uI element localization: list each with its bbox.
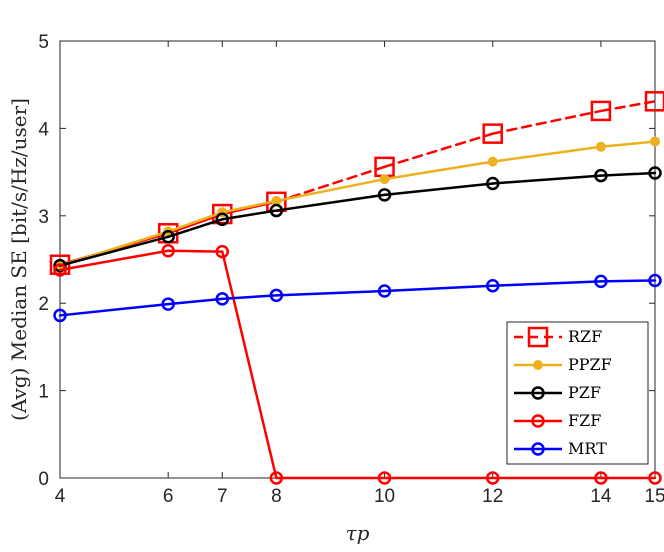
data-point — [49, 254, 71, 275]
data-point — [215, 292, 230, 306]
series-line-segment — [221, 250, 278, 480]
series-line-segment — [491, 280, 603, 287]
data-point — [648, 273, 662, 288]
legend-marker — [531, 414, 545, 428]
series-line-segment — [275, 193, 386, 212]
series-line-segment — [491, 109, 603, 135]
data-point — [269, 288, 284, 303]
series-line-segment — [599, 279, 657, 283]
x-tick-label: 4 — [55, 486, 66, 507]
series-line-segment — [491, 174, 603, 185]
series-line-segment — [275, 177, 386, 203]
series-line-segment — [383, 132, 494, 169]
series-line-segment — [58, 302, 170, 317]
data-point — [648, 166, 662, 180]
legend-label: FZF — [568, 411, 601, 430]
data-point — [212, 203, 233, 225]
series-line-segment — [221, 209, 278, 221]
data-point — [377, 188, 392, 202]
y-axis-label: (Avg) Median SE [bit/s/Hz/user] — [7, 98, 31, 421]
legend-label: MRT — [568, 439, 607, 458]
x-tick-label: 7 — [217, 486, 228, 507]
x-tick-label: 8 — [271, 486, 282, 507]
y-tick-label: 4 — [38, 119, 49, 140]
data-point — [53, 308, 67, 323]
x-tick-label: 15 — [644, 486, 664, 507]
series-line-segment — [221, 294, 278, 301]
series-line-segment — [58, 249, 170, 272]
data-point — [594, 471, 608, 485]
series-line-segment — [275, 165, 386, 204]
x-tick-label: 12 — [482, 486, 503, 507]
series-line-segment — [166, 218, 224, 239]
data-point — [594, 168, 608, 183]
data-point — [648, 471, 662, 485]
data-point — [485, 278, 500, 293]
series-line-segment — [599, 171, 657, 177]
y-tick-label: 0 — [38, 469, 49, 490]
data-point — [595, 141, 606, 152]
x-tick-label: 10 — [374, 486, 395, 507]
legend-label: RZF — [568, 327, 602, 346]
series-line-segment — [491, 145, 603, 163]
data-point — [215, 244, 230, 259]
data-point — [650, 136, 660, 147]
data-point — [590, 100, 612, 122]
data-point — [482, 123, 503, 144]
data-point — [379, 174, 390, 185]
y-tick-label: 5 — [38, 32, 49, 53]
series-line-segment — [599, 140, 657, 149]
series-mrt — [53, 273, 662, 323]
legend-marker — [527, 326, 549, 348]
series-line-segment — [166, 297, 224, 306]
data-point — [377, 471, 392, 485]
series-line-segment — [383, 182, 494, 197]
data-point — [485, 471, 500, 485]
legend-marker — [531, 386, 545, 400]
data-point — [269, 203, 284, 218]
plot-area — [49, 91, 664, 485]
series-line-segment — [275, 289, 386, 297]
series-line-segment — [58, 235, 170, 267]
series-line-segment — [221, 199, 278, 214]
y-tick-label: 2 — [38, 294, 49, 315]
series-ppzf — [55, 136, 660, 271]
x-axis-label: τp — [346, 521, 370, 545]
legend-label: PPZF — [568, 355, 612, 374]
x-tick-label: 14 — [590, 486, 612, 507]
legend-marker — [531, 442, 545, 456]
data-point — [487, 156, 498, 167]
data-point — [269, 471, 284, 485]
data-point — [485, 176, 500, 191]
data-point — [53, 263, 67, 277]
legend-label: PZF — [568, 383, 601, 402]
data-point — [161, 244, 175, 258]
series-line-segment — [383, 284, 494, 293]
x-tick-label: 6 — [163, 486, 174, 507]
data-point — [161, 297, 175, 311]
y-tick-label: 3 — [38, 207, 49, 228]
data-point — [215, 212, 230, 227]
series-line-segment — [166, 249, 224, 253]
data-point — [644, 91, 664, 112]
y-tick-label: 1 — [38, 382, 49, 403]
series-line-segment — [383, 160, 494, 181]
data-point — [594, 274, 608, 289]
series-line-segment — [166, 211, 224, 233]
legend-marker — [533, 360, 543, 370]
series-fzf — [53, 244, 662, 485]
data-point — [161, 230, 175, 244]
data-point — [377, 284, 392, 298]
legend: RZF PPZF PZF FZF MRT — [506, 321, 649, 465]
